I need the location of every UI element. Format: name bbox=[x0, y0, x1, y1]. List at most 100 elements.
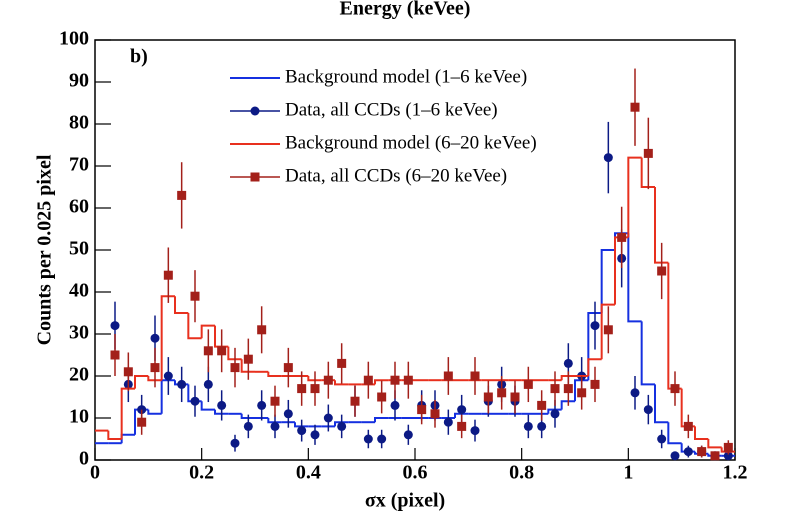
data-point bbox=[203, 346, 213, 356]
data-point bbox=[697, 447, 707, 457]
data-point bbox=[510, 392, 520, 402]
model-step bbox=[627, 156, 642, 238]
model-step bbox=[640, 157, 655, 188]
data-point bbox=[537, 400, 547, 410]
model-step bbox=[267, 418, 282, 424]
data-point bbox=[363, 434, 373, 444]
chart-title: Energy (keVee) bbox=[340, 0, 471, 20]
model-step bbox=[694, 426, 709, 440]
y-tick-label: 10 bbox=[69, 406, 89, 428]
model-step bbox=[627, 233, 642, 323]
data-point bbox=[523, 379, 533, 389]
data-point bbox=[250, 106, 260, 116]
data-point bbox=[590, 379, 600, 389]
data-point bbox=[577, 388, 587, 398]
data-point bbox=[657, 434, 667, 444]
data-point bbox=[363, 375, 373, 385]
data-point bbox=[150, 333, 160, 343]
data-point bbox=[483, 392, 493, 402]
data-point bbox=[230, 438, 240, 448]
x-tick-label: 0 bbox=[90, 462, 100, 484]
model-step bbox=[574, 379, 589, 402]
data-point bbox=[683, 421, 693, 431]
data-point bbox=[250, 172, 260, 182]
data-point bbox=[430, 409, 440, 419]
legend-label: Background model (6–20 keVee) bbox=[285, 132, 537, 153]
x-tick-label: 0.2 bbox=[189, 462, 214, 484]
data-point bbox=[350, 396, 360, 406]
legend-label: Data, all CCDs (6–20 keVee) bbox=[285, 165, 507, 186]
data-point bbox=[603, 325, 613, 335]
data-point bbox=[310, 430, 320, 440]
data-point bbox=[243, 421, 253, 431]
data-point bbox=[337, 358, 347, 368]
data-point bbox=[590, 321, 600, 331]
data-point bbox=[203, 379, 213, 389]
data-point bbox=[123, 367, 133, 377]
data-point bbox=[670, 384, 680, 394]
model-step bbox=[200, 324, 215, 339]
data-point bbox=[457, 405, 467, 415]
model-step bbox=[374, 379, 389, 385]
data-point bbox=[470, 426, 480, 436]
data-point bbox=[217, 346, 227, 356]
legend-label: Background model (1–6 keVee) bbox=[285, 66, 527, 87]
data-point bbox=[710, 451, 720, 461]
y-tick-label: 30 bbox=[69, 322, 89, 344]
data-point bbox=[243, 354, 253, 364]
data-point bbox=[403, 375, 413, 385]
data-point bbox=[257, 400, 267, 410]
data-point bbox=[337, 421, 347, 431]
model-step bbox=[334, 380, 349, 386]
model-step bbox=[160, 295, 175, 381]
model-step bbox=[174, 296, 189, 314]
data-point bbox=[683, 447, 693, 457]
y-tick-label: 40 bbox=[69, 280, 89, 302]
data-point bbox=[270, 421, 280, 431]
data-point bbox=[110, 321, 120, 331]
data-point bbox=[537, 421, 547, 431]
x-tick-label: 0.4 bbox=[296, 462, 321, 484]
data-point bbox=[550, 409, 560, 419]
y-tick-label: 100 bbox=[59, 28, 89, 50]
model-step bbox=[200, 401, 215, 411]
y-tick-label: 70 bbox=[69, 154, 89, 176]
data-point bbox=[150, 363, 160, 373]
y-tick-label: 60 bbox=[69, 196, 89, 218]
data-point bbox=[310, 384, 320, 394]
model-step bbox=[134, 375, 149, 389]
data-point bbox=[670, 451, 680, 461]
model-step bbox=[187, 313, 202, 340]
data-point bbox=[377, 392, 387, 402]
data-point bbox=[417, 405, 427, 415]
data-point bbox=[230, 363, 240, 373]
model-step bbox=[294, 422, 309, 428]
model-step bbox=[267, 371, 282, 377]
data-point bbox=[617, 232, 627, 242]
data-point bbox=[190, 396, 200, 406]
legend-label: Data, all CCDs (1–6 keVee) bbox=[285, 99, 498, 120]
model-step bbox=[107, 430, 122, 440]
data-point bbox=[563, 358, 573, 368]
y-tick-label: 90 bbox=[69, 70, 89, 92]
data-point bbox=[523, 421, 533, 431]
model-step bbox=[147, 409, 162, 415]
data-point bbox=[297, 384, 307, 394]
data-point bbox=[723, 451, 733, 461]
model-step bbox=[120, 433, 135, 444]
model-step bbox=[334, 421, 349, 427]
x-axis-label: σx (pixel) bbox=[365, 490, 445, 512]
model-step bbox=[120, 387, 135, 439]
data-point bbox=[283, 363, 293, 373]
data-point bbox=[630, 388, 640, 398]
data-point bbox=[177, 379, 187, 389]
panel-label: b) bbox=[130, 46, 148, 68]
y-axis-label: Counts per 0.025 pixel bbox=[34, 154, 56, 345]
data-point bbox=[643, 405, 653, 415]
data-point bbox=[137, 417, 147, 427]
model-step bbox=[147, 376, 162, 382]
model-step bbox=[640, 321, 655, 386]
model-step bbox=[707, 439, 722, 449]
y-tick-label: 20 bbox=[69, 364, 89, 386]
